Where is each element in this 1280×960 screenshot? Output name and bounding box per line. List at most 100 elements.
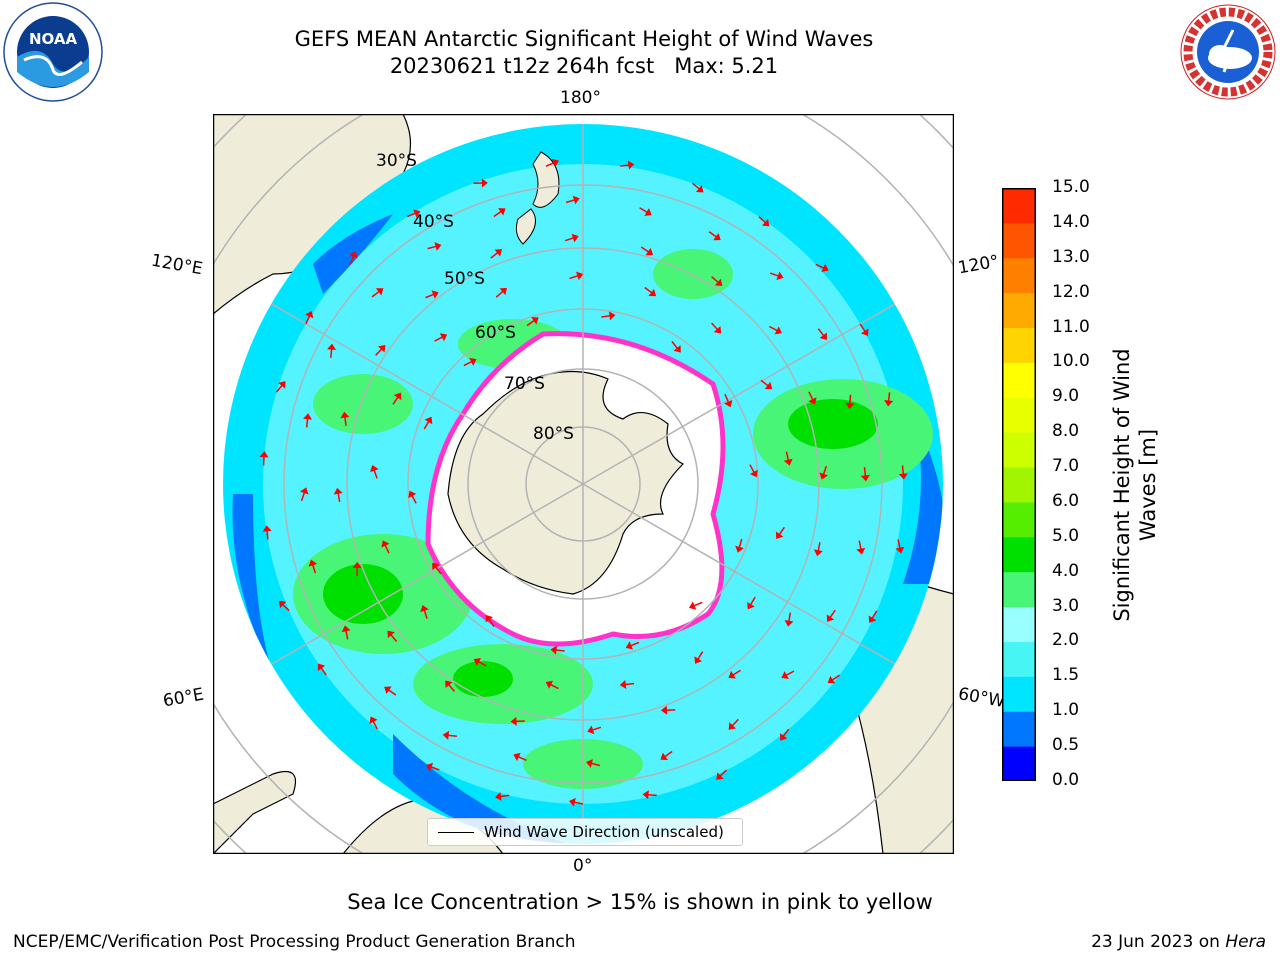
wind-arrow-head xyxy=(608,311,616,321)
wind-arrow-head xyxy=(775,531,784,540)
wind-arrow-head xyxy=(764,381,773,390)
colorbar-tick-label: 8.0 xyxy=(1052,421,1080,442)
wind-arrow-head xyxy=(278,381,286,389)
wind-arrow-head xyxy=(420,605,429,613)
wind-arrow-head xyxy=(716,772,724,780)
wind-arrow-head xyxy=(780,733,788,741)
wind-arrow-head xyxy=(424,416,433,425)
wind-arrow-head xyxy=(724,400,733,408)
wind-arrow-head xyxy=(333,487,343,495)
wind-arrow-shaft xyxy=(434,336,443,342)
wind-arrow-shaft xyxy=(639,207,648,214)
wind-arrow-head xyxy=(576,271,584,281)
wind-arrow-head xyxy=(550,645,557,655)
wind-arrow-shaft xyxy=(430,766,440,771)
wind-arrow-shaft xyxy=(337,492,341,502)
footer-host: Hera xyxy=(1225,932,1266,952)
wind-arrow-head xyxy=(586,759,593,768)
wind-arrow-shaft xyxy=(711,322,719,331)
wind-arrow-head xyxy=(642,790,649,800)
wind-arrow-shaft xyxy=(644,286,653,294)
wind-arrow-head xyxy=(747,601,755,610)
wind-arrow-head xyxy=(673,345,681,353)
footer-date-text: 23 Jun 2023 on xyxy=(1091,932,1226,952)
wind-arrow-head xyxy=(884,400,894,407)
wind-arrow-head xyxy=(445,680,453,689)
wind-arrow-head xyxy=(393,392,402,401)
wind-arrow-head xyxy=(413,209,421,218)
wind-arrow-head xyxy=(761,218,770,227)
wind-arrow-shaft xyxy=(858,540,862,550)
colorbar-segment xyxy=(1002,676,1036,712)
wind-arrow-shaft xyxy=(569,274,579,280)
wind-arrow-head xyxy=(856,547,866,555)
colorbar-tick-label: 6.0 xyxy=(1052,490,1080,511)
wind-arrow-head xyxy=(895,546,905,554)
wind-arrow-shaft xyxy=(305,418,309,428)
wind-arrow-head xyxy=(278,600,287,609)
wind-arrow-head xyxy=(587,725,595,735)
wind-arrow-head xyxy=(352,561,362,568)
wind-arrow-shaft xyxy=(406,212,416,218)
colorbar-segment xyxy=(1002,746,1036,782)
wind-arrow-shaft xyxy=(815,263,825,269)
wind-arrow-head xyxy=(821,263,829,272)
wind-arrow-shaft xyxy=(731,718,739,727)
wind-arrow-shaft xyxy=(592,726,602,731)
colorbar xyxy=(1002,188,1036,785)
colorbar-tick-label: 10.0 xyxy=(1052,351,1090,372)
wind-arrow-head xyxy=(340,411,350,419)
wind-arrow-head xyxy=(495,791,502,801)
colorbar-segment xyxy=(1002,188,1036,224)
wind-arrow-shaft xyxy=(495,290,504,298)
wind-arrow-shaft xyxy=(863,467,867,477)
legend-label: Wind Wave Direction (unscaled) xyxy=(484,823,724,841)
wind-arrow-shaft xyxy=(630,641,640,647)
colorbar-segment xyxy=(1002,501,1036,538)
wind-arrow-shaft xyxy=(693,601,703,607)
wind-arrow-shaft xyxy=(371,290,380,298)
wind-arrow-head xyxy=(499,287,507,296)
noaa-logo-text: NOAA xyxy=(29,30,78,48)
wind-arrow-shaft xyxy=(344,416,347,426)
wind-arrow-head xyxy=(387,630,395,639)
polar-map xyxy=(213,114,954,854)
wind-arrow-head xyxy=(384,686,392,694)
colorbar-tick-label: 2.0 xyxy=(1052,630,1080,651)
wind-wave-arrows xyxy=(259,158,908,807)
wind-arrow-shaft xyxy=(708,231,717,238)
wind-arrow-shaft xyxy=(590,762,601,767)
wind-arrow-shaft xyxy=(817,328,825,337)
colorbar-segment xyxy=(1002,467,1036,503)
wind-arrow-head xyxy=(827,675,836,684)
map-panel xyxy=(213,114,954,854)
wind-arrow-shaft xyxy=(349,255,355,265)
wind-arrow-head xyxy=(819,472,828,480)
wind-arrow-shaft xyxy=(778,526,786,536)
lat-label-60s: 60°S xyxy=(475,323,516,343)
wind-arrow-shaft xyxy=(782,728,790,737)
colorbar-segment xyxy=(1002,327,1036,363)
wind-arrow-shaft xyxy=(711,276,719,284)
wind-arrow-head xyxy=(749,469,758,478)
wind-arrow-head xyxy=(551,158,560,168)
wind-arrow-shaft xyxy=(640,246,650,253)
wind-arrow-head xyxy=(469,357,477,366)
wind-arrow-head xyxy=(860,474,870,482)
wind-arrow-head xyxy=(381,540,390,548)
wind-arrow-shaft xyxy=(330,348,333,358)
wind-arrow-head xyxy=(308,559,318,567)
wind-arrow-shaft xyxy=(817,542,821,552)
wind-arrow-head xyxy=(498,208,506,216)
wind-arrow-shaft xyxy=(849,394,852,404)
wind-arrow-shaft xyxy=(808,391,814,401)
wind-arrow-head xyxy=(695,185,704,193)
colorbar-title: Significant Height of Wind Waves [m] xyxy=(1110,348,1160,622)
wind-arrow-shaft xyxy=(275,384,283,393)
wind-arrow-head xyxy=(694,656,703,664)
wind-arrow-shaft xyxy=(692,182,700,190)
wind-arrow-head xyxy=(369,716,378,724)
title-line-2: 20230621 t12z 264h fcst Max: 5.21 xyxy=(389,54,779,78)
wind-arrow-shaft xyxy=(517,755,527,761)
wind-arrow-shaft xyxy=(697,651,704,660)
